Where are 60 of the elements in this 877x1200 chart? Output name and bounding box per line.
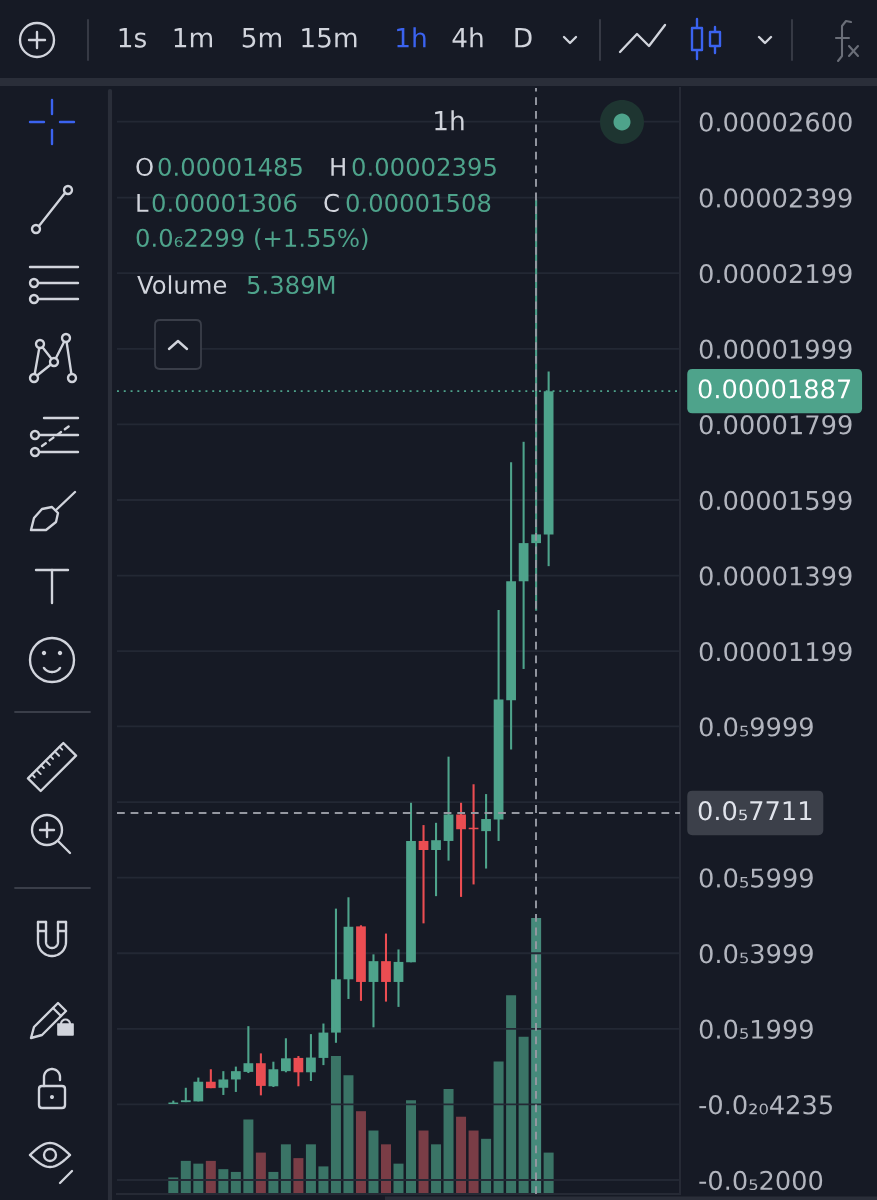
- y-tick-label: 0.00001199: [699, 641, 852, 662]
- annotation: 0.00001485: [158, 157, 302, 177]
- bar: [406, 1100, 417, 1194]
- annotation: H: [331, 157, 345, 176]
- y-tick-label: 0.0₅1999: [699, 1019, 813, 1039]
- text: 1m: [174, 28, 213, 48]
- bar: [255, 1152, 266, 1194]
- text: 15m: [302, 28, 357, 48]
- text: 5m: [242, 28, 282, 48]
- bar: [456, 1116, 467, 1194]
- annotation: C: [324, 193, 339, 213]
- ref-line-label: 0.0₅7711: [698, 800, 812, 821]
- text: 1h: [435, 110, 464, 131]
- annotation: L: [137, 193, 149, 212]
- y-tick-label: -0.0₂₀4235: [699, 1095, 832, 1115]
- text: D: [515, 28, 532, 48]
- y-tick-label: 0.00001799: [699, 415, 852, 435]
- bar: [380, 1144, 391, 1194]
- annotation: O: [136, 157, 153, 177]
- annotation: 0.0₆2299 (+1.55%): [136, 228, 368, 250]
- y-tick-label: 0.00001399: [699, 566, 852, 586]
- text: 4h: [452, 27, 483, 48]
- bar: [355, 1111, 366, 1194]
- bar: [418, 1130, 429, 1194]
- y-tick-label: 0.0₅3999: [699, 943, 813, 964]
- text: 1h: [397, 27, 426, 48]
- y-tick-label: 0.00001999: [699, 339, 852, 359]
- bar: [280, 1144, 291, 1194]
- annotation: 0.00001306: [152, 193, 297, 213]
- bar: [330, 1056, 341, 1194]
- bar: [393, 1163, 404, 1194]
- bar: [431, 1144, 442, 1194]
- y-tick-label: 0.00002399: [699, 188, 852, 208]
- y-tick-label: 0.0₅5999: [699, 868, 813, 888]
- bar: [318, 1166, 329, 1194]
- annotation: 0.00002395: [352, 157, 496, 177]
- annotation: 5.389M: [247, 275, 335, 295]
- y-tick-label: 0.00002600: [699, 112, 852, 132]
- y-tick-label: 0.0₅9999: [699, 717, 813, 737]
- bar: [205, 1160, 216, 1194]
- bar: [180, 1160, 191, 1194]
- bar: [468, 1130, 479, 1194]
- annotation: Volume: [137, 275, 227, 295]
- ref-line-label: 0.00001887: [698, 379, 851, 399]
- text: 1s: [119, 28, 146, 48]
- bar: [506, 995, 517, 1194]
- bar: [368, 1130, 379, 1194]
- annotation: 0.00001508: [346, 193, 491, 213]
- bar: [493, 1061, 504, 1194]
- y-tick-label: -0.0₅2000: [699, 1170, 823, 1191]
- y-tick-label: 0.00002199: [699, 263, 852, 284]
- bar: [243, 1119, 254, 1194]
- bar: [343, 1075, 354, 1194]
- bar: [543, 1152, 554, 1194]
- y-tick-label: 0.00001599: [699, 490, 852, 511]
- bar: [443, 1089, 454, 1194]
- bar: [293, 1158, 304, 1194]
- bar: [481, 1138, 492, 1194]
- bar: [305, 1144, 316, 1194]
- bar: [518, 1036, 529, 1194]
